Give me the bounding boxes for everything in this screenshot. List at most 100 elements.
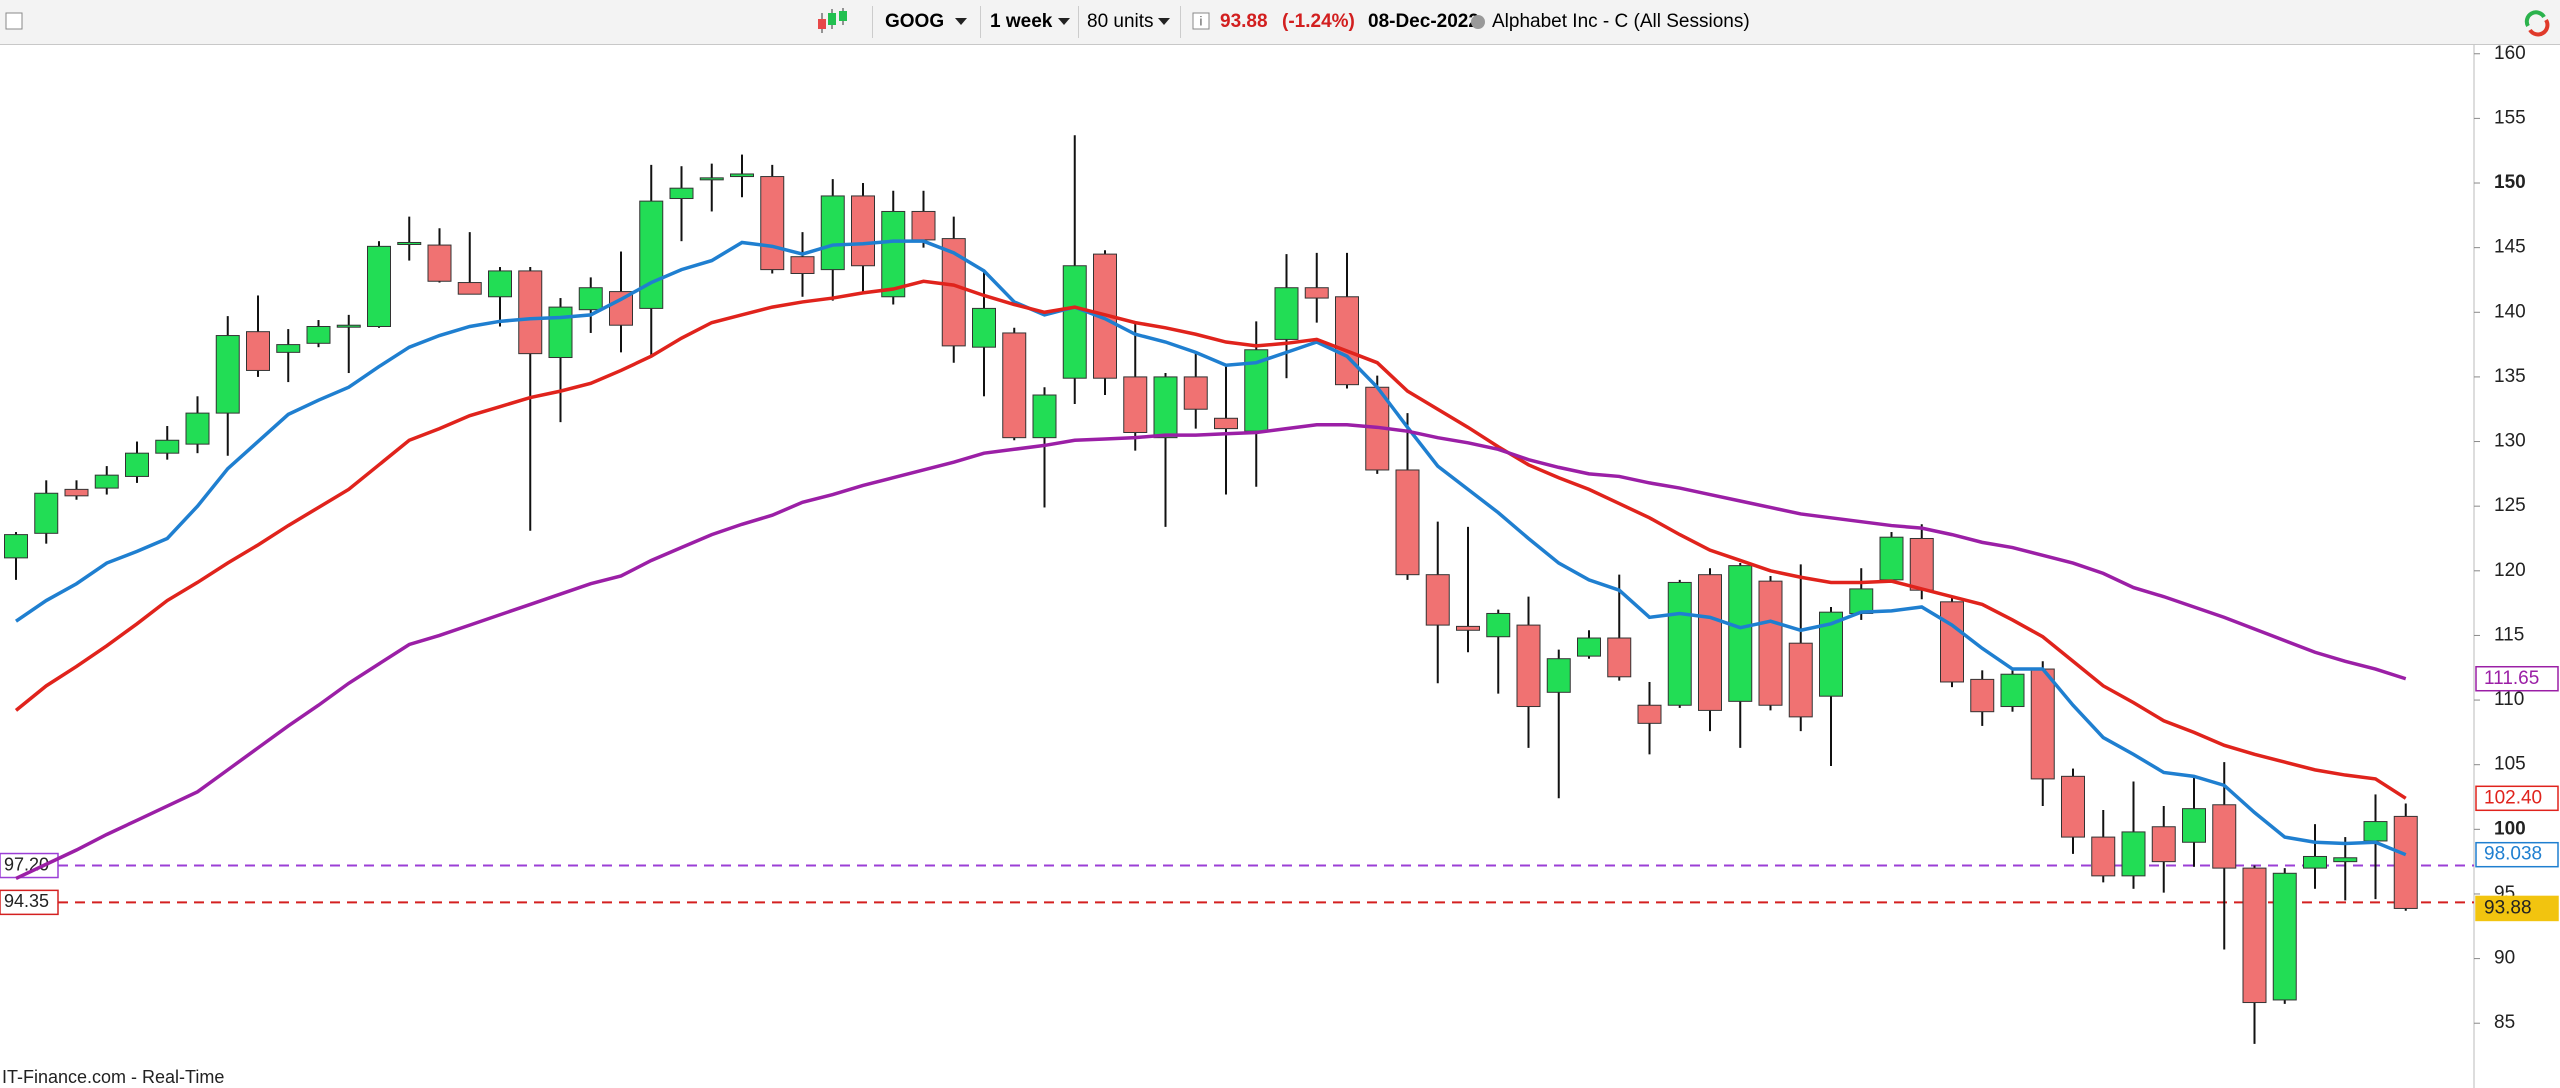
candle-body	[2303, 855, 2327, 869]
candle-body	[1395, 469, 1420, 576]
y-tick-label: 125	[2494, 495, 2526, 516]
candle-body	[578, 287, 603, 311]
candle-body	[457, 282, 482, 295]
moving-average	[15, 422, 2407, 881]
candle-body	[155, 439, 180, 454]
units[interactable]: 80 units	[1087, 11, 1154, 32]
price-tag	[2475, 841, 2559, 868]
candle-body	[2212, 804, 2237, 869]
separator	[872, 6, 873, 38]
candle-body	[276, 344, 301, 353]
candle-body	[185, 412, 210, 445]
candle-body	[1940, 601, 1964, 683]
candle-body	[1516, 624, 1541, 708]
date: 08-Dec-2022	[1368, 11, 1479, 32]
candle-body	[1183, 376, 1208, 410]
candle-body	[34, 492, 59, 534]
candle-body	[2000, 673, 2025, 708]
candle-body	[730, 173, 754, 178]
candle-body	[1849, 588, 1874, 614]
candle-body	[2363, 821, 2388, 842]
candle-body	[518, 270, 543, 355]
candle-body	[820, 195, 845, 271]
price-tag-label: 98.038	[2484, 844, 2542, 865]
price-tag-label: 102.40	[2484, 787, 2542, 808]
candle-body	[790, 256, 815, 275]
candle-body	[1304, 287, 1329, 299]
candle-body	[669, 187, 694, 200]
y-tick-label: 110	[2494, 689, 2524, 710]
candle-body	[2030, 668, 2055, 780]
y-tick-label: 85	[2494, 1012, 2515, 1033]
candle-body	[1788, 642, 1813, 718]
y-tick-label: 140	[2494, 301, 2526, 322]
candle-body	[548, 306, 573, 359]
instrument-name: Alphabet Inc - C (All Sessions)	[1492, 11, 1750, 32]
candle-body	[1002, 332, 1027, 439]
candle-body	[488, 270, 512, 298]
candle-body	[941, 238, 966, 347]
candle-body	[2393, 815, 2418, 909]
dropdown-arrow[interactable]	[955, 18, 969, 28]
chart-type-icon[interactable]	[815, 7, 851, 37]
separator	[1078, 6, 1079, 38]
level-tag	[0, 889, 59, 916]
last-price: 93.88	[1220, 11, 1268, 32]
candle-body	[397, 241, 422, 245]
candle-body	[1728, 565, 1753, 702]
candle-body	[1819, 611, 1843, 697]
candle-body	[1758, 580, 1783, 706]
price-tag-label: 111.65	[2484, 668, 2539, 689]
candle-body	[1637, 704, 1662, 724]
candle-body	[1879, 536, 1904, 581]
symbol[interactable]: GOOG	[885, 11, 945, 32]
price-tag	[2475, 665, 2559, 692]
price-tag	[2475, 785, 2559, 812]
dropdown-arrow[interactable]	[1158, 18, 1172, 28]
candle-body	[215, 335, 240, 414]
candle-body	[1214, 417, 1238, 430]
separator	[1180, 6, 1181, 38]
candle-body	[1274, 287, 1299, 340]
candle-body	[94, 474, 119, 489]
candle-body	[2333, 857, 2358, 863]
moving-average	[14, 279, 2407, 800]
info-icon[interactable]: i	[1192, 12, 1212, 32]
candle-body	[1032, 394, 1057, 439]
y-tick-label: 130	[2494, 431, 2526, 452]
change: (-1.24%)	[1282, 11, 1355, 32]
level-label: 94.35	[4, 891, 49, 911]
candle-body	[1698, 574, 1722, 711]
candle-body	[64, 488, 89, 497]
candle-body	[1546, 658, 1571, 693]
separator	[980, 6, 981, 38]
y-tick-label: 145	[2494, 237, 2526, 258]
candle-body	[427, 244, 452, 282]
refresh-icon[interactable]	[2522, 8, 2552, 38]
candle-body	[881, 210, 906, 298]
y-tick-label: 155	[2494, 107, 2526, 128]
moving-average	[15, 239, 2407, 857]
checkbox[interactable]	[4, 11, 26, 33]
dropdown-arrow[interactable]	[1058, 18, 1072, 28]
price-tag-label: 93.88	[2484, 897, 2532, 918]
candle-body	[1607, 637, 1632, 678]
candle-body	[125, 452, 149, 477]
svg-text:i: i	[1200, 13, 1203, 28]
candle-body	[1667, 581, 1692, 706]
candle-body	[1970, 678, 1995, 713]
candle-body	[760, 176, 785, 271]
candle-body	[1062, 265, 1087, 379]
candle-body	[1153, 376, 1178, 439]
candle-body	[1577, 637, 1601, 657]
candle-body	[2091, 836, 2116, 877]
candle-body	[1425, 574, 1450, 626]
candle-body	[1123, 376, 1148, 433]
y-tick-label: 120	[2494, 560, 2526, 581]
candle-body	[2121, 831, 2146, 877]
interval[interactable]: 1 week	[990, 11, 1053, 32]
price-tag	[2475, 895, 2559, 922]
candle-body	[4, 534, 28, 559]
